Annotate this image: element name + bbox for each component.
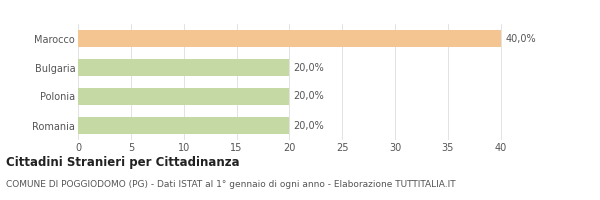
- Text: 40,0%: 40,0%: [505, 34, 536, 44]
- Text: Cittadini Stranieri per Cittadinanza: Cittadini Stranieri per Cittadinanza: [6, 156, 239, 169]
- Text: 20,0%: 20,0%: [293, 120, 325, 130]
- Text: 20,0%: 20,0%: [293, 92, 325, 102]
- Text: 20,0%: 20,0%: [293, 62, 325, 72]
- Bar: [78, 117, 289, 134]
- Bar: [78, 88, 289, 105]
- Bar: [78, 59, 289, 76]
- Legend: Africa, Europa: Africa, Europa: [235, 0, 365, 3]
- Text: COMUNE DI POGGIODOMO (PG) - Dati ISTAT al 1° gennaio di ogni anno - Elaborazione: COMUNE DI POGGIODOMO (PG) - Dati ISTAT a…: [6, 180, 455, 189]
- Bar: [78, 30, 501, 47]
